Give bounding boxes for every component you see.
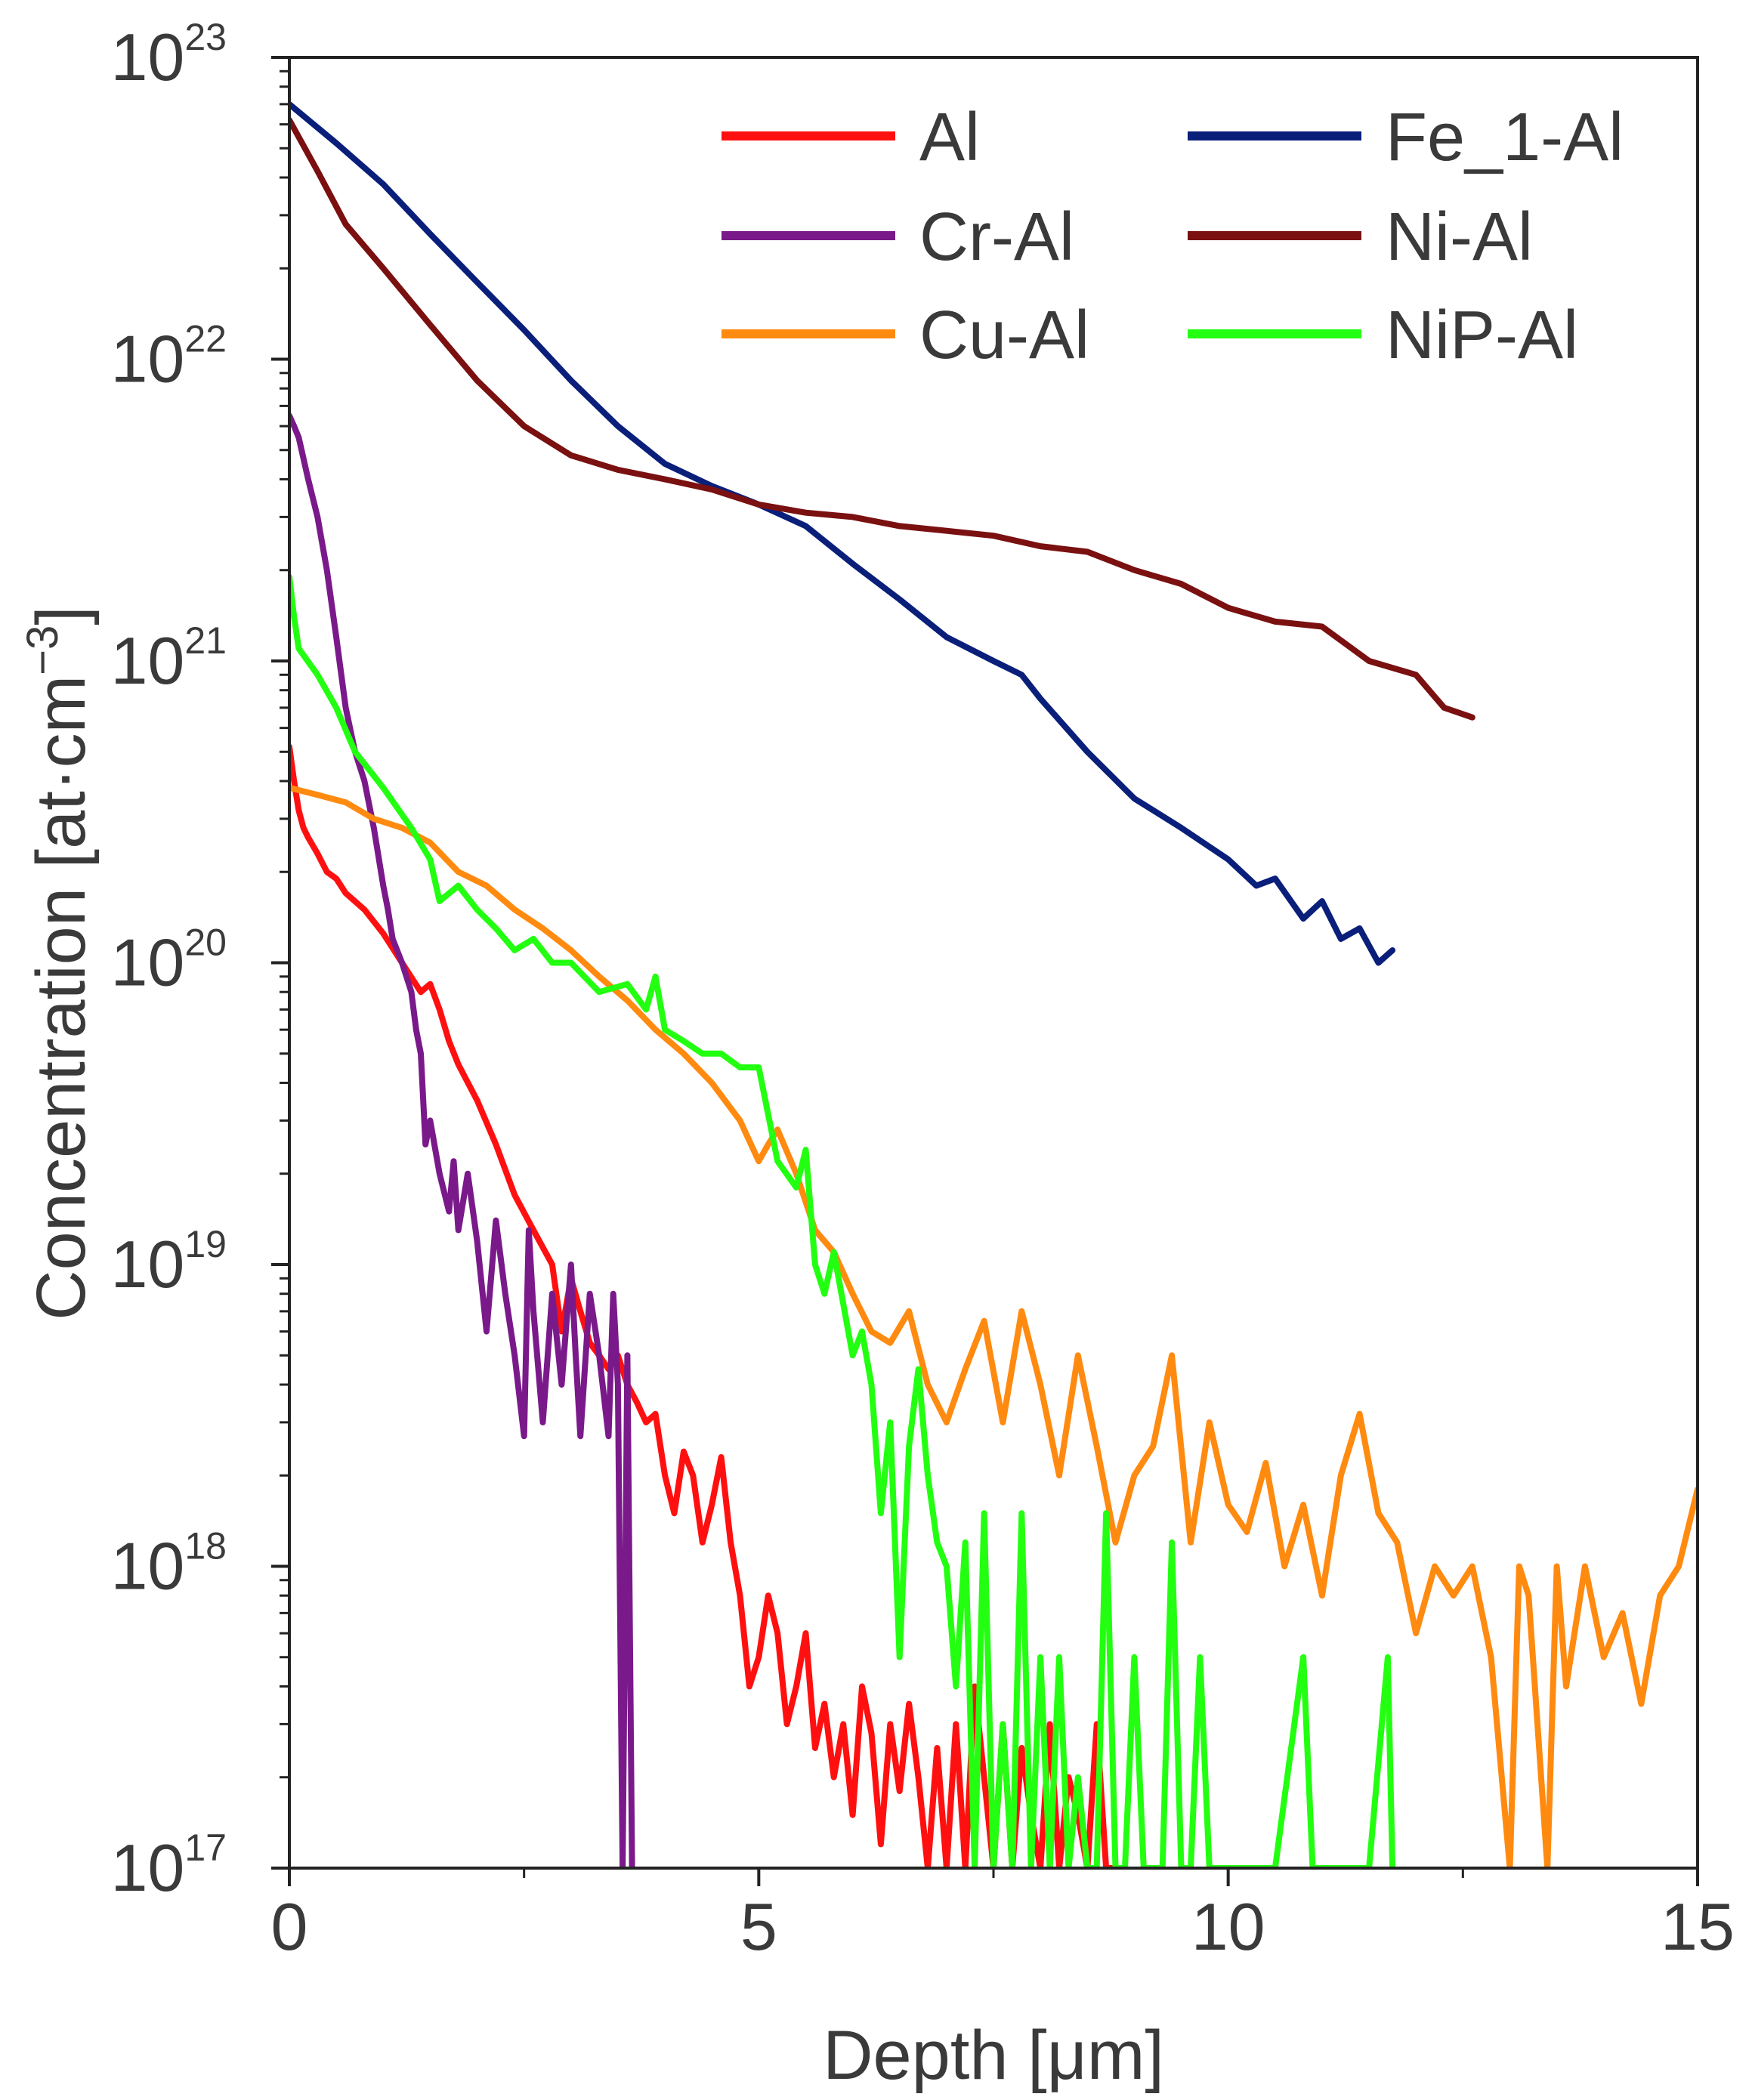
y-tick-exp: 20 (184, 922, 227, 964)
y-axis-label-suffix: ] (23, 606, 100, 625)
y-tick-base: 10 (110, 1529, 184, 1604)
series-layer (289, 100, 1698, 1868)
x-tick-label: 0 (271, 1889, 308, 1964)
legend-label: Cu-Al (919, 298, 1089, 373)
y-minor-ticks (280, 69, 289, 1779)
x-tick-label: 10 (1191, 1889, 1265, 1964)
series-line-al (289, 743, 1119, 1868)
legend-label: NiP-Al (1386, 298, 1578, 373)
y-tick-base: 10 (110, 1830, 184, 1905)
legend-label: Al (919, 100, 980, 175)
y-tick-exp: 21 (184, 619, 227, 662)
series-line-cu-al (289, 784, 1698, 1868)
y-tick-base: 10 (110, 925, 184, 1000)
y-tick-label: 1017 (110, 1827, 227, 1905)
y-axis-label: Concentration [at·cm−3] (18, 606, 100, 1320)
x-tick-label: 15 (1661, 1889, 1735, 1964)
y-tick-label: 1019 (110, 1223, 227, 1302)
y-axis-label-prefix: Concentration [at·cm (23, 675, 100, 1320)
y-tick-label: 1021 (110, 619, 227, 698)
y-tick-base: 10 (110, 1227, 184, 1302)
y-tick-label: 1018 (110, 1525, 227, 1604)
y-tick-label: 1020 (110, 922, 227, 1000)
y-tick-label: 1023 (110, 16, 227, 94)
y-axis-label-exp: −3 (18, 625, 67, 675)
plot-frame (288, 56, 1699, 1870)
series-line-fe-1-al (289, 100, 1396, 966)
legend-label: Cr-Al (919, 199, 1074, 275)
series-line-ni-al (289, 116, 1475, 721)
y-tick-base: 10 (110, 623, 184, 698)
y-tick-base: 10 (110, 322, 184, 397)
series-line-cr-al (289, 412, 635, 1868)
y-tick-exp: 23 (184, 16, 227, 58)
y-tick-exp: 17 (184, 1827, 227, 1869)
legend: Al Cr-Al Cu-Al Fe_1-Al Ni-Al NiP-Al (722, 100, 1624, 373)
y-tick-base: 10 (110, 20, 184, 94)
y-tick-exp: 18 (184, 1525, 227, 1567)
x-tick-label: 5 (740, 1889, 777, 1964)
series-line-nip-al (289, 573, 1396, 1868)
legend-label: Ni-Al (1386, 199, 1533, 275)
y-tick-label: 1022 (110, 318, 227, 397)
y-tick-exp: 19 (184, 1223, 227, 1265)
y-tick-exp: 22 (184, 318, 227, 360)
legend-label: Fe_1-Al (1386, 100, 1624, 175)
x-axis-label: Depth [μm] (823, 2017, 1164, 2094)
x-axis-ticks: 0 5 10 15 (271, 1868, 1735, 1964)
